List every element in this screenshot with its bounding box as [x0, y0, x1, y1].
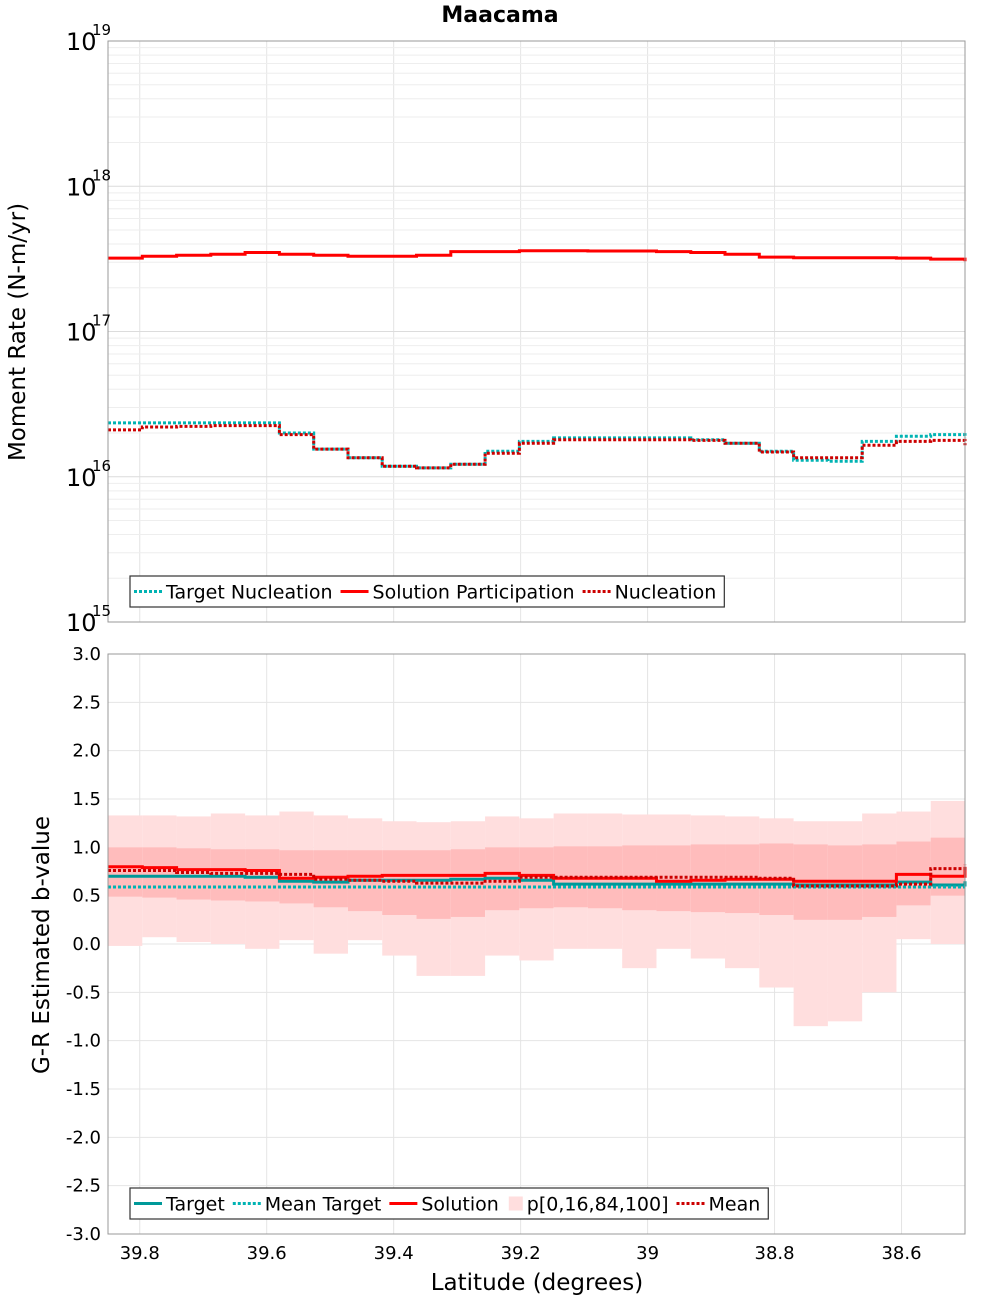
series-line-nucleation	[108, 424, 967, 470]
y-tick-label: 1.0	[72, 837, 101, 858]
top-y-axis-label: Moment Rate (N-m/yr)	[5, 203, 31, 461]
bottom-y-axis-label: G-R Estimated b-value	[29, 816, 55, 1074]
legend-label: Mean	[709, 1194, 761, 1216]
x-tick-label: 39.6	[247, 1243, 287, 1264]
y-tick-exponent: 18	[92, 166, 111, 184]
plot-frame	[107, 40, 966, 623]
y-tick-label: 3.0	[72, 644, 101, 665]
y-tick-label: 2.0	[72, 741, 101, 762]
band-inner	[142, 847, 177, 898]
x-tick-label: 39.4	[374, 1243, 414, 1264]
x-tick-label: 39.8	[120, 1243, 160, 1264]
y-tick-label: -1.0	[66, 1031, 101, 1052]
y-tick-label: 0.5	[72, 886, 101, 907]
legend-box	[129, 1187, 769, 1220]
legend-label: Mean Target	[265, 1194, 382, 1216]
y-tick-exponent: 15	[92, 602, 111, 620]
y-tick-label: 10	[66, 464, 97, 492]
legend-label: p[0,16,84,100]	[527, 1194, 669, 1216]
y-tick-exponent: 16	[92, 457, 111, 475]
legend-label: Nucleation	[615, 582, 717, 604]
y-tick-label: 2.5	[72, 692, 101, 713]
legend-swatch	[508, 1196, 523, 1211]
y-tick-exponent: 17	[92, 312, 111, 330]
y-tick-label: -1.5	[66, 1079, 101, 1100]
legend-box	[129, 575, 725, 608]
x-tick-label: 39.2	[501, 1243, 541, 1264]
y-tick-label: 10	[66, 173, 97, 201]
chart-title: Maacama	[441, 3, 558, 28]
plot-frame	[107, 653, 966, 1235]
x-tick-label: 39	[636, 1243, 659, 1264]
y-tick-exponent: 19	[92, 21, 111, 39]
y-tick-label: 1.5	[72, 789, 101, 810]
y-tick-label: -2.5	[66, 1176, 101, 1197]
band-inner	[245, 849, 280, 902]
legend-label: Target Nucleation	[165, 582, 333, 604]
legend-label: Solution	[421, 1194, 498, 1216]
y-tick-label: -3.0	[66, 1224, 101, 1245]
y-tick-label: 10	[66, 319, 97, 347]
y-tick-label: 10	[66, 609, 97, 637]
series-line-mean	[108, 864, 967, 888]
x-tick-label: 38.6	[881, 1243, 921, 1264]
legend-label: Target	[165, 1194, 225, 1216]
series-line-solution	[108, 865, 967, 883]
b-value-panel: 3.0 2.5 2.0 1.5 1.0 0.5 0.0 -0.5 -1.0 -1.5 -2.0 -2.…	[66, 644, 967, 1264]
x-tick-label: 38.8	[755, 1243, 795, 1264]
y-tick-label: -2.0	[66, 1127, 101, 1148]
series-line-target-nucleation	[108, 421, 967, 470]
y-tick-label: -0.5	[66, 982, 101, 1003]
series-line-solution-participation	[108, 249, 967, 262]
legend-label: Solution Participation	[373, 582, 575, 604]
x-axis-label: Latitude (degrees)	[431, 1270, 644, 1296]
y-tick-label: 10	[66, 28, 97, 56]
y-tick-label: 0.0	[72, 934, 101, 955]
